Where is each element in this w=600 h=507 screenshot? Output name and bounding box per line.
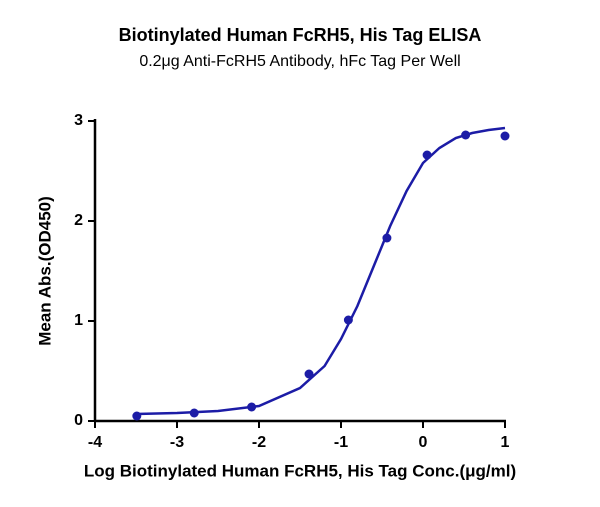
y-tick-label: 1 xyxy=(74,312,83,329)
fit-curve xyxy=(135,126,506,416)
y-tick-label: 0 xyxy=(74,412,83,429)
data-point xyxy=(500,131,510,141)
x-tick-label: -4 xyxy=(88,434,102,451)
x-tick-label: -3 xyxy=(170,434,184,451)
y-tick-label: 3 xyxy=(74,112,83,129)
x-tick-label: 0 xyxy=(419,434,428,451)
chart-subtitle: 0.2μg Anti-FcRH5 Antibody, hFc Tag Per W… xyxy=(139,53,460,70)
x-tick-label: -2 xyxy=(252,434,266,451)
x-tick-label: -1 xyxy=(334,434,348,451)
y-axis-label: Mean Abs.(OD450) xyxy=(35,196,54,346)
x-tick-label: 1 xyxy=(501,434,510,451)
x-axis-label: Log Biotinylated Human FcRH5, His Tag Co… xyxy=(84,461,516,480)
chart-title: Biotinylated Human FcRH5, His Tag ELISA xyxy=(119,25,482,45)
y-tick-label: 2 xyxy=(74,212,83,229)
